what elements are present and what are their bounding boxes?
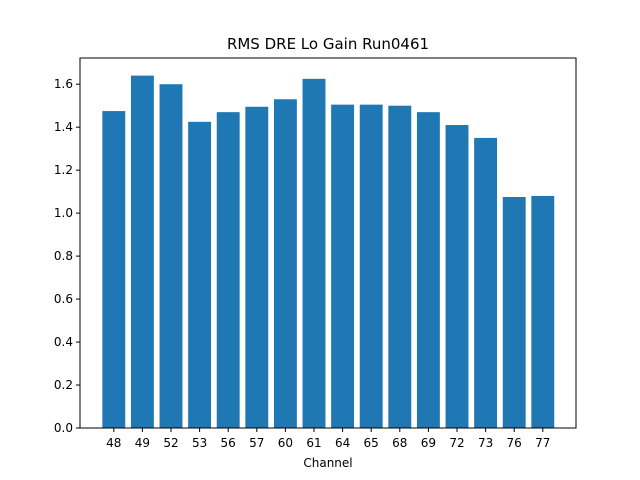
bar-channel-68	[388, 105, 412, 428]
bar-channel-57	[245, 106, 269, 429]
chart-title: RMS DRE Lo Gain Run0461	[227, 35, 429, 53]
x-tick-label: 56	[221, 436, 236, 450]
y-tick-label: 0.4	[54, 335, 73, 349]
bar-channel-48	[102, 111, 126, 428]
x-axis-label: Channel	[303, 456, 352, 470]
x-tick-label: 72	[449, 436, 464, 450]
x-tick-label: 61	[306, 436, 321, 450]
bar-channel-64	[331, 104, 355, 428]
y-axis: 0.0 0.2 0.4 0.6 0.8 1.0 1.2 1.4 1.6	[54, 77, 80, 435]
y-tick-label: 0.8	[54, 249, 73, 263]
x-tick-label: 53	[192, 436, 207, 450]
x-tick-label: 65	[364, 436, 379, 450]
x-tick-label: 48	[106, 436, 121, 450]
y-tick-label: 1.6	[54, 77, 73, 91]
x-tick-label: 77	[535, 436, 550, 450]
x-tick-label: 68	[392, 436, 407, 450]
y-tick-label: 1.2	[54, 163, 73, 177]
bar-channel-60	[273, 99, 297, 428]
x-tick-label: 73	[478, 436, 493, 450]
x-tick-label: 49	[135, 436, 150, 450]
y-tick-label: 1.0	[54, 206, 73, 220]
x-tick-label: 76	[507, 436, 522, 450]
bar-channel-77	[531, 195, 555, 428]
bars-group	[102, 75, 555, 429]
bar-channel-56	[216, 112, 240, 429]
x-tick-label: 57	[249, 436, 264, 450]
x-axis: 48 49 52 53 56 57 60 61 64 65 68 69 72 73 76 77	[106, 428, 550, 450]
bar-channel-53	[188, 121, 212, 428]
y-tick-label: 1.4	[54, 120, 73, 134]
x-tick-label: 69	[421, 436, 436, 450]
y-tick-label: 0.2	[54, 378, 73, 392]
x-tick-label: 52	[163, 436, 178, 450]
bar-channel-72	[445, 125, 469, 428]
bar-channel-49	[130, 75, 154, 429]
x-tick-label: 60	[278, 436, 293, 450]
bar-channel-69	[416, 112, 440, 429]
x-tick-label: 64	[335, 436, 350, 450]
plot-frame	[79, 57, 577, 429]
bar-channel-76	[502, 197, 526, 428]
bar-channel-61	[302, 78, 326, 428]
bar-channel-65	[359, 104, 383, 428]
y-tick-label: 0.0	[54, 421, 73, 435]
bar-channel-52	[159, 84, 183, 429]
y-tick-label: 0.6	[54, 292, 73, 306]
bar-channel-73	[474, 137, 498, 428]
